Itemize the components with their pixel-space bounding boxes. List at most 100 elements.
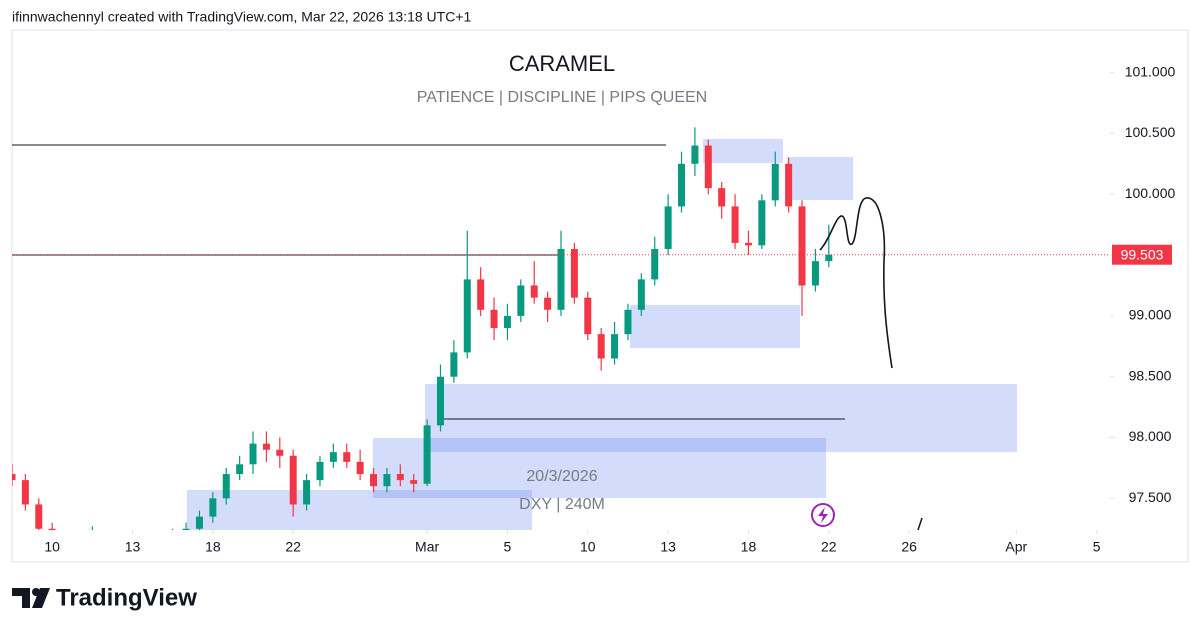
candle-body [48,528,56,530]
candle-body [436,376,444,426]
candle-body [62,547,69,559]
y-tick-label: 100.000 [1125,185,1176,201]
candle-body [530,285,538,298]
candle-body [209,498,217,517]
candle-body [316,461,324,481]
candle-body [410,480,418,484]
x-tick-label: 13 [125,539,141,555]
zone [703,139,783,163]
candle-body [21,480,29,505]
candle-body [142,547,149,553]
candle-body [637,279,645,310]
zone [630,305,800,348]
candle-body [370,474,378,487]
candle-body [785,163,793,207]
lightning-icon[interactable] [811,503,835,527]
x-tick-label: 10 [44,539,60,555]
annotation: DXY | 240M [519,496,605,513]
candle-body [343,452,351,462]
candle-body [718,188,726,207]
candle-body [517,285,525,316]
candle-body [182,528,190,530]
candle-body [557,248,565,310]
candle-body [329,452,337,462]
y-tick-label: 100.500 [1125,124,1176,140]
x-tick-label: 22 [285,539,301,555]
footer-brand: TradingView [56,584,197,611]
candle-body [798,206,806,286]
candle-body [102,541,109,553]
y-tick-label: 98.500 [1129,367,1172,383]
candle-body [771,163,779,201]
zone [373,438,826,498]
candle-body [383,474,391,487]
candle-body [116,553,123,559]
candle-body [289,455,297,505]
candle-body [75,553,82,559]
chart-frame [11,29,1189,563]
zones [187,139,1017,530]
candle-body [450,352,458,377]
x-tick-label: Mar [415,539,439,555]
candle-body [463,279,471,353]
candle-body [758,200,766,246]
candle-body [503,315,511,329]
x-tick-label: 22 [821,539,837,555]
candle-body [651,248,659,280]
annotation: 20/3/2026 [526,468,597,485]
candle-body [12,474,16,481]
zone [425,384,1017,452]
candle-body [704,145,712,189]
candle-body [477,279,485,310]
candle-body [262,443,270,450]
candle-body [35,504,43,529]
y-tick-label: 97.500 [1129,489,1172,505]
candle-body [570,248,578,298]
y-tick-label: 98.000 [1129,428,1172,444]
x-tick-label: 18 [205,539,221,555]
candle-body [356,461,364,475]
candle-body [611,334,619,359]
candle-body [744,242,752,246]
candle-body [169,535,176,541]
candle-body [691,145,699,164]
x-tick-label: 10 [580,539,596,555]
candle-body [156,541,163,547]
candle-body [249,443,257,465]
candle-body [423,425,431,484]
projection-drawing [819,197,893,369]
x-tick-label: 18 [741,539,757,555]
x-tick-label: 5 [504,539,512,555]
candle-body [195,516,203,529]
candles [12,127,833,559]
candle-body [89,541,96,553]
candle-body [276,449,284,456]
candle-body [664,206,672,249]
candle-body [222,474,230,499]
last-price-badge [1112,244,1172,265]
x-tick-label: Apr [1005,539,1027,555]
zone [787,157,853,200]
candle-body [678,163,686,207]
zone [187,490,532,530]
x-tick-label: 5 [1093,539,1101,555]
candle-body [544,297,552,310]
x-tick-label: 26 [901,539,917,555]
drawing-stroke [917,517,923,531]
chart-title: CARAMEL [509,51,615,76]
candle-body [597,334,605,359]
candle-body [303,480,311,505]
candle-body [811,261,819,286]
candle-body [236,464,244,475]
tradingview-logo [12,588,50,608]
candle-body [584,297,592,335]
candle-body [490,309,498,329]
header: ifinnwachennyl created with TradingView.… [12,9,471,25]
candle-body [825,254,833,262]
chart-subtitle: PATIENCE | DISCIPLINE | PIPS QUEEN [417,89,707,106]
candle-body [731,206,739,243]
x-tick-label: 13 [660,539,676,555]
y-tick-label: 101.000 [1125,63,1176,79]
candle-body [624,309,632,335]
